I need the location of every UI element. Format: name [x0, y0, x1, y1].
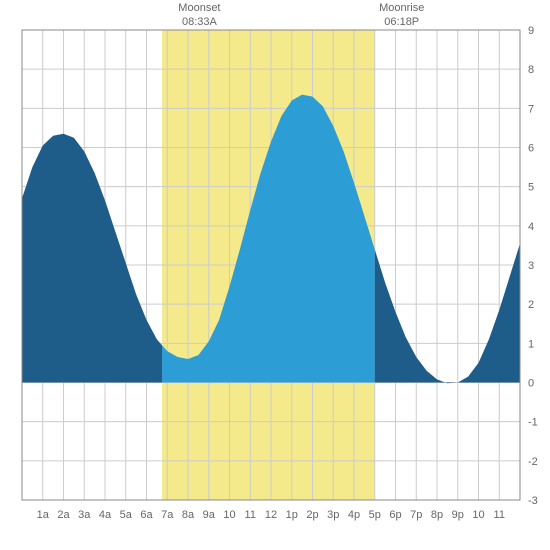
y-tick-label: 6: [528, 143, 534, 155]
x-tick-label: 7p: [410, 509, 422, 521]
tide-chart: -3-2-101234567891a2a3a4a5a6a7a8a9a101112…: [0, 0, 550, 550]
y-tick-label: 0: [528, 378, 534, 390]
moonset-label: Moonset08:33A: [169, 2, 229, 30]
x-tick-label: 4p: [348, 509, 360, 521]
x-tick-label: 3a: [78, 509, 91, 521]
x-tick-label: 6p: [389, 509, 401, 521]
x-tick-label: 1p: [286, 509, 298, 521]
moonrise-label: Moonrise06:18P: [372, 2, 432, 30]
x-tick-label: 9a: [203, 509, 216, 521]
x-tick-label: 12: [265, 509, 277, 521]
x-tick-label: 8a: [182, 509, 195, 521]
y-tick-label: 2: [528, 299, 534, 311]
y-tick-label: 1: [528, 338, 534, 350]
x-tick-label: 1a: [37, 509, 50, 521]
y-tick-label: -1: [528, 417, 538, 429]
event-title: Moonrise: [372, 2, 432, 16]
chart-svg: -3-2-101234567891a2a3a4a5a6a7a8a9a101112…: [0, 0, 550, 550]
x-tick-label: 8p: [431, 509, 443, 521]
x-tick-label: 11: [245, 509, 256, 521]
x-tick-label: 2a: [57, 509, 70, 521]
y-tick-label: 9: [528, 25, 534, 37]
x-tick-label: 10: [223, 509, 235, 521]
event-title: Moonset: [169, 2, 229, 16]
x-tick-label: 4a: [99, 509, 112, 521]
x-tick-label: 3p: [327, 509, 339, 521]
y-tick-label: -3: [528, 495, 538, 507]
y-tick-label: 3: [528, 260, 534, 272]
y-tick-label: 7: [528, 103, 534, 115]
y-tick-label: 5: [528, 182, 534, 194]
x-tick-label: 6a: [140, 509, 153, 521]
y-tick-label: 8: [528, 64, 534, 76]
y-tick-label: -2: [528, 456, 538, 468]
event-time: 06:18P: [372, 16, 432, 30]
x-tick-label: 5a: [120, 509, 133, 521]
x-tick-label: 2p: [306, 509, 318, 521]
x-tick-label: 11: [494, 509, 505, 521]
x-tick-label: 7a: [161, 509, 174, 521]
x-tick-label: 5p: [369, 509, 381, 521]
event-time: 08:33A: [169, 16, 229, 30]
x-tick-label: 10: [472, 509, 484, 521]
x-tick-label: 9p: [452, 509, 464, 521]
y-tick-label: 4: [528, 221, 534, 233]
